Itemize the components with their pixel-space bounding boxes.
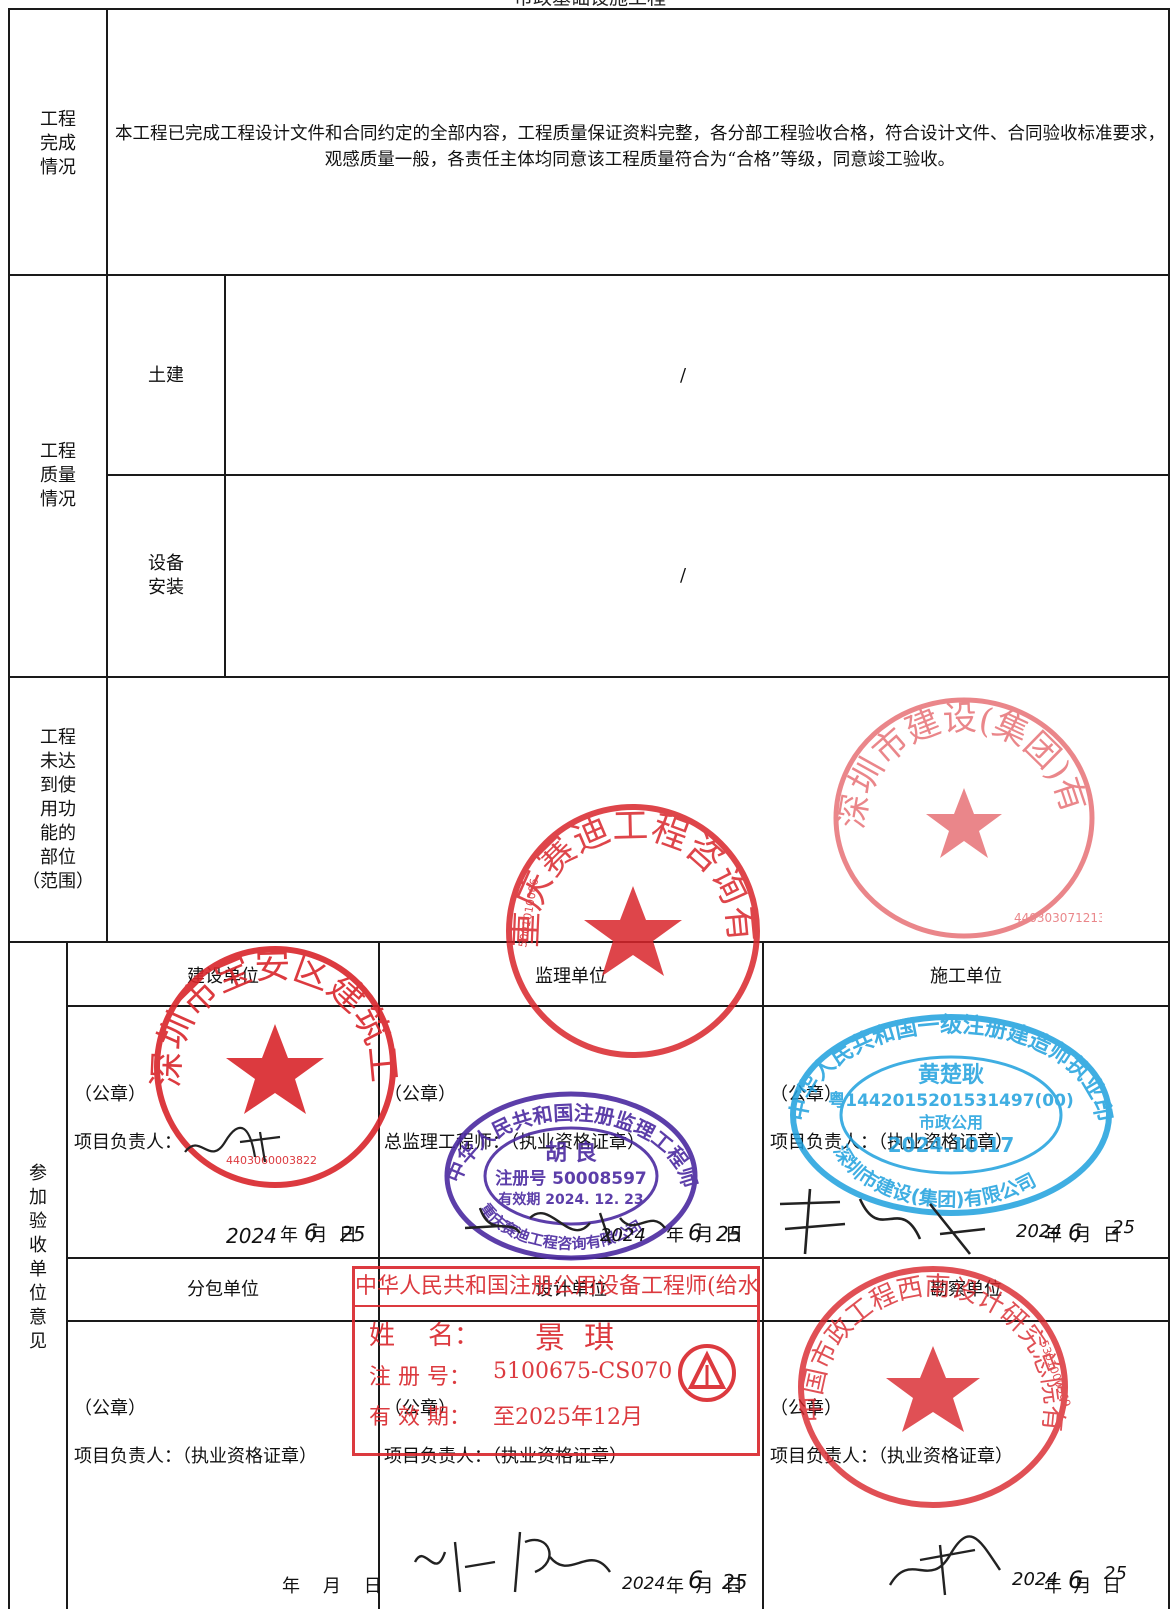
- baoan-seal: 深圳市宝安区建筑工务署 4403060003822: [146, 938, 404, 1188]
- engineer-seal-name: 景 琪: [535, 1321, 615, 1356]
- engineer-seal-valid: 至2025年12月: [493, 1405, 643, 1430]
- owner-date-label: 年 月 日: [280, 1225, 357, 1246]
- civil-value: /: [680, 365, 687, 386]
- supervisor-seal-valid: 有效期 2024. 12. 23: [498, 1191, 643, 1208]
- supervision-seal-label: （公章）: [384, 1084, 456, 1105]
- owner-date-month-handwritten: 6: [304, 1221, 318, 1246]
- engineer-seal-reg: 5100675-CS070: [493, 1359, 673, 1384]
- design-date-month-handwritten: 6: [688, 1566, 704, 1594]
- constructor-seal-name: 黄楚耿: [918, 1063, 984, 1088]
- page-header-fragment: 市政基础设施工程: [420, 0, 760, 10]
- engineer-seal-valid-label: 有 效 期：: [369, 1405, 471, 1430]
- equipment-label: 设备 安装: [148, 553, 184, 598]
- chongqing-seal: 重庆赛迪工程咨询有限公司 5001010006: [498, 798, 762, 1058]
- shenzhen-group-seal-code: 4403030712135: [1014, 911, 1102, 925]
- survey-date-year-handwritten: 2024: [1012, 1569, 1058, 1590]
- opinion-col1-divider: [378, 941, 380, 1609]
- supervision-leader-label: 总监理工程师：（执业资格证章）: [384, 1132, 645, 1153]
- border-right: [1168, 8, 1170, 1609]
- border-left: [8, 8, 10, 1609]
- design-title: 设计单位: [535, 1279, 607, 1300]
- shenzhen-group-seal: 深圳市建设(集团)有限公司 4403030712135: [826, 690, 1102, 939]
- constructor-seal-spec: 市政公用: [919, 1113, 983, 1132]
- owner-date-year-handwritten: 2024: [226, 1224, 277, 1248]
- baoan-seal-code: 4403060003822: [226, 1154, 317, 1167]
- engineer-seal-title: 中华人民共和国注册公用设备工程师(给水排水): [355, 1269, 757, 1307]
- survey-title: 勘察单位: [930, 1279, 1002, 1300]
- divider-quality: [8, 676, 1170, 678]
- contractor-signature: [779, 1188, 986, 1255]
- opinions-side-label: 参 加 验 收 单 位 意 见: [29, 1163, 47, 1352]
- unfinished-label: 工程 未达 到使 用功 能的 部位 （范围）: [22, 727, 94, 892]
- contractor-title: 施工单位: [930, 966, 1002, 987]
- constructor-seal-reg: 粤1442015201531497(00): [828, 1090, 1073, 1111]
- contractor-date-year-handwritten: 2024: [1016, 1221, 1062, 1242]
- divider-unfinished: [8, 941, 1170, 943]
- subcontractor-seal-label: （公章）: [74, 1398, 146, 1419]
- quality-sub-divider: [224, 274, 226, 676]
- contractor-leader-label: 项目负责人：（执业资格证章）: [770, 1132, 1013, 1153]
- divider-opinion-titles: [68, 1005, 1170, 1007]
- contractor-date-month-handwritten: 6: [1068, 1221, 1082, 1246]
- owner-seal-label: （公章）: [74, 1084, 146, 1105]
- equipment-value: /: [680, 565, 687, 586]
- completion-label: 工程 完成 情况: [40, 109, 76, 178]
- contractor-seal-label: （公章）: [770, 1084, 842, 1105]
- survey-date-month-handwritten: 6: [1068, 1566, 1084, 1594]
- engineer-rect-seal: 中华人民共和国注册公用设备工程师(给水排水) 姓 名： 景 琪 注 册 号： 5…: [352, 1266, 760, 1456]
- subcontractor-date-label: 年 月 日: [282, 1576, 382, 1597]
- engineer-seal-reg-label: 注 册 号：: [369, 1365, 471, 1390]
- divider-civil: [108, 474, 1170, 476]
- constructor-seal: 中华人民共和国一级注册建造师执业印章 黄楚耿 粤1442015201531497…: [786, 1010, 1116, 1216]
- supervisor-seal-name: 胡 良: [545, 1140, 597, 1166]
- design-date-day-handwritten: 25: [722, 1570, 748, 1594]
- opinion-col2-divider: [762, 941, 764, 1609]
- owner-leader-label: 项目负责人：: [74, 1132, 182, 1153]
- supervision-date-day-handwritten: 25: [716, 1222, 742, 1246]
- supervision-date-month-handwritten: 6: [688, 1221, 702, 1246]
- supervision-date-label: 年 月 日: [666, 1225, 743, 1246]
- design-seal-label: （公章）: [384, 1398, 456, 1419]
- subcontractor-leader-label: 项目负责人：（执业资格证章）: [74, 1446, 317, 1467]
- supervision-signature: [464, 1207, 666, 1244]
- label-col-divider: [106, 8, 108, 941]
- survey-signature: [888, 1535, 1001, 1596]
- civil-label: 土建: [148, 365, 184, 386]
- design-leader-label: 项目负责人：（执业资格证章）: [384, 1446, 627, 1467]
- survey-date-label: 年 月 日: [1044, 1576, 1121, 1597]
- quality-label: 工程 质量 情况: [40, 441, 76, 510]
- design-date-year-handwritten: 2024: [622, 1574, 666, 1594]
- supervision-date-year-handwritten: 2024: [600, 1225, 646, 1246]
- contractor-date-label: 年 月 日: [1044, 1225, 1121, 1246]
- owner-date-day-handwritten: 25: [340, 1222, 366, 1246]
- supervisor-seal-reg: 注册号 50008597: [495, 1168, 647, 1189]
- design-signature: [413, 1531, 611, 1593]
- survey-date-day-handwritten: 25: [1104, 1563, 1127, 1584]
- divider-completion: [8, 274, 1170, 276]
- supervision-title: 监理单位: [535, 966, 607, 987]
- engineer-seal-name-label: 姓 名：: [369, 1321, 481, 1351]
- subcontractor-title: 分包单位: [187, 1279, 259, 1300]
- divider-opinion-titles2: [68, 1320, 1170, 1322]
- owner-signature: [184, 1126, 281, 1163]
- engineer-seal-emblem-icon: [678, 1344, 736, 1402]
- opinion-side-divider: [66, 941, 68, 1609]
- border-top: [8, 8, 1170, 10]
- survey-institute-seal: 中国市政工程西南设计研究总院有限公司 5301000369: [792, 1262, 1073, 1508]
- divider-opinion-mid: [68, 1257, 1170, 1259]
- design-date-label: 年 月 日: [666, 1576, 743, 1597]
- supervisor-engineer-seal: 中华人民共和国注册监理工程师 胡 良 注册号 50008597 有效期 2024…: [442, 1091, 702, 1261]
- constructor-seal-valid: 2024.10.17: [888, 1133, 1015, 1157]
- contractor-date-day-handwritten: 25: [1112, 1217, 1135, 1238]
- completion-text: 本工程已完成工程设计文件和合同约定的全部内容，工程质量保证资料完整，各分部工程验…: [115, 124, 1165, 170]
